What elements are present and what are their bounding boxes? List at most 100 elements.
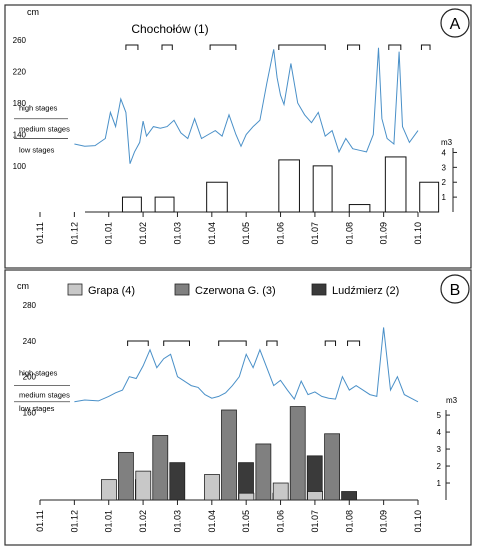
- panel-a-badge-label: A: [450, 16, 461, 33]
- panel-b-y-ticks: 160 200 240 280: [23, 301, 37, 418]
- panel-a-ice-bar: [312, 165, 333, 213]
- panel-b-bar: [221, 409, 237, 501]
- panel-a-y-tick-label: 140: [13, 131, 27, 140]
- panel-a-stage-label: medium stages: [19, 125, 70, 134]
- panel-a-event-bracket: [125, 44, 139, 50]
- panel-a-ice-bar: [154, 196, 175, 213]
- panel-a-y-tick-label: 220: [13, 67, 27, 76]
- panel-a-brackets: [125, 44, 431, 50]
- panel-a-ice-bar: [419, 181, 440, 213]
- panel-b-legend-label: Grapa (4): [88, 285, 135, 297]
- panel-b-bars: [40, 406, 418, 501]
- panel-b-x-tick-label: 01.02: [138, 510, 148, 533]
- panel-b-y2-tick-label: 1: [437, 479, 442, 488]
- panel-a-event-bracket: [278, 44, 326, 50]
- panel-b-event-bracket: [218, 340, 247, 346]
- panel-a-frame: [4, 4, 472, 269]
- panel-b-bar: [272, 482, 289, 501]
- panel-b-event-bracket: [163, 340, 190, 346]
- panel-a-y-tick-label: 180: [13, 99, 27, 108]
- panel-b-x-tick-label: 01.12: [69, 510, 79, 533]
- panel-a-y-unit: cm: [27, 7, 39, 17]
- panel-b-y2-tick-label: 5: [437, 411, 442, 420]
- panel-a-y-ticks: 100 140 180 220 260: [13, 36, 27, 171]
- panel-b-y2-tick-label: 4: [437, 428, 442, 437]
- panel-a-ice-bar: [384, 156, 407, 213]
- panel-b-stage-label: medium stages: [19, 391, 70, 400]
- panel-a-event-bracket: [347, 44, 361, 50]
- panel-b-event-bracket: [127, 340, 149, 346]
- panel-a-y2-axis: 1 2 3 4: [442, 148, 457, 212]
- panel-a-x-tick-label: 01.03: [172, 222, 182, 245]
- panel-a-stages: high stages medium stages low stages: [14, 104, 70, 154]
- panel-a-x-tick-label: 01.10: [413, 222, 423, 245]
- panel-a-x-tick-label: 01.07: [310, 222, 320, 245]
- panel-a-x-tick-label: 01.12: [69, 222, 79, 245]
- panel-a-ice-bar: [278, 159, 300, 213]
- panel-b-x-tick-label: 01.07: [310, 510, 320, 533]
- panel-a: cm Chochołów (1) A m3 100 140 180 220 260 hi…: [13, 7, 470, 245]
- panel-b-badge-label: B: [450, 282, 461, 299]
- panel-a-stage-label: low stages: [19, 145, 55, 154]
- panel-b-bar: [135, 470, 152, 501]
- panel-b-water-level-line: [74, 327, 419, 403]
- panel-a-event-bracket: [420, 44, 431, 50]
- panel-b-brackets: [127, 340, 361, 346]
- panel-b-bar: [118, 452, 134, 501]
- panel-b-y-tick-label: 200: [23, 373, 37, 382]
- panel-b-x-tick-label: 01.05: [241, 510, 251, 533]
- panel-b-bar: [289, 406, 306, 501]
- panel-b-y-tick-label: 160: [23, 409, 37, 418]
- panel-b: cm B Grapa (4) Czerwona G. (3) Ludźmierz (…: [14, 274, 470, 533]
- panel-b-stages: high stages medium stages low stages: [14, 369, 70, 413]
- panel-a-ice-bar: [348, 204, 371, 213]
- panel-a-y2-tick-label: 1: [442, 193, 447, 202]
- panel-b-event-bracket: [266, 340, 278, 346]
- panel-b-legend-label: Ludźmierz (2): [332, 285, 399, 297]
- panel-a-x-tick-label: 01.06: [276, 222, 286, 245]
- panel-b-legend-swatch: [311, 283, 327, 296]
- panel-b-x-tick-label: 01.04: [207, 510, 217, 533]
- panel-b-bar: [238, 492, 255, 501]
- panel-b-bar: [255, 443, 272, 501]
- panel-b-event-bracket: [347, 340, 361, 346]
- panel-a-y-tick-label: 100: [13, 162, 27, 171]
- panel-b-y-tick-label: 280: [23, 301, 37, 310]
- panel-a-x-tick-label: 01.01: [104, 222, 114, 245]
- panel-b-x-tick-label: 01.06: [276, 510, 286, 533]
- panel-a-y2-tick-label: 3: [442, 163, 447, 172]
- panel-b-legend-swatch: [174, 283, 190, 296]
- panel-a-ice-bar: [121, 196, 142, 213]
- panel-b-bar: [341, 491, 357, 501]
- panel-b-y-tick-label: 240: [23, 337, 37, 346]
- panel-a-y-tick-label: 260: [13, 36, 27, 45]
- panel-b-legend: Grapa (4) Czerwona G. (3) Ludźmierz (2): [67, 283, 399, 297]
- panel-b-y2-tick-label: 2: [437, 462, 442, 471]
- panel-a-x-tick-label: 01.02: [138, 222, 148, 245]
- panel-b-y-unit: cm: [17, 281, 29, 291]
- panel-b-stage-label: high stages: [19, 369, 58, 378]
- panel-b-y2-tick-label: 3: [437, 445, 442, 454]
- panel-a-x-tick-label: 01.05: [241, 222, 251, 245]
- panel-a-badge: [440, 8, 470, 38]
- panel-a-y2-tick-label: 2: [442, 178, 447, 187]
- panel-b-bar: [204, 474, 220, 501]
- panel-a-x-tick-label: 01.11: [35, 222, 45, 244]
- panel-a-event-bracket: [388, 44, 402, 50]
- panel-a-ice-bar: [206, 181, 228, 213]
- panel-b-bar: [307, 491, 323, 501]
- panel-a-event-bracket: [161, 44, 173, 50]
- panel-b-legend-label: Czerwona G. (3): [195, 285, 276, 297]
- panel-a-water-level-line: [74, 47, 419, 164]
- panel-b-stage-label: low stages: [19, 404, 55, 413]
- panel-b-bar: [152, 435, 169, 501]
- panel-b-x-tick-label: 01.03: [172, 510, 182, 533]
- panel-b-badge: [440, 274, 470, 304]
- panel-b-x-axis: 01.11 01.12 01.01 01.02 01.03 01.04 01.05 01.06…: [35, 500, 423, 533]
- panel-b-x-tick-label: 01.08: [344, 510, 354, 533]
- panel-b-x-tick-label: 01.10: [413, 510, 423, 533]
- panel-a-x-tick-label: 01.04: [207, 222, 217, 245]
- panel-b-frame: [4, 269, 472, 546]
- panel-a-y2-tick-label: 4: [442, 148, 447, 157]
